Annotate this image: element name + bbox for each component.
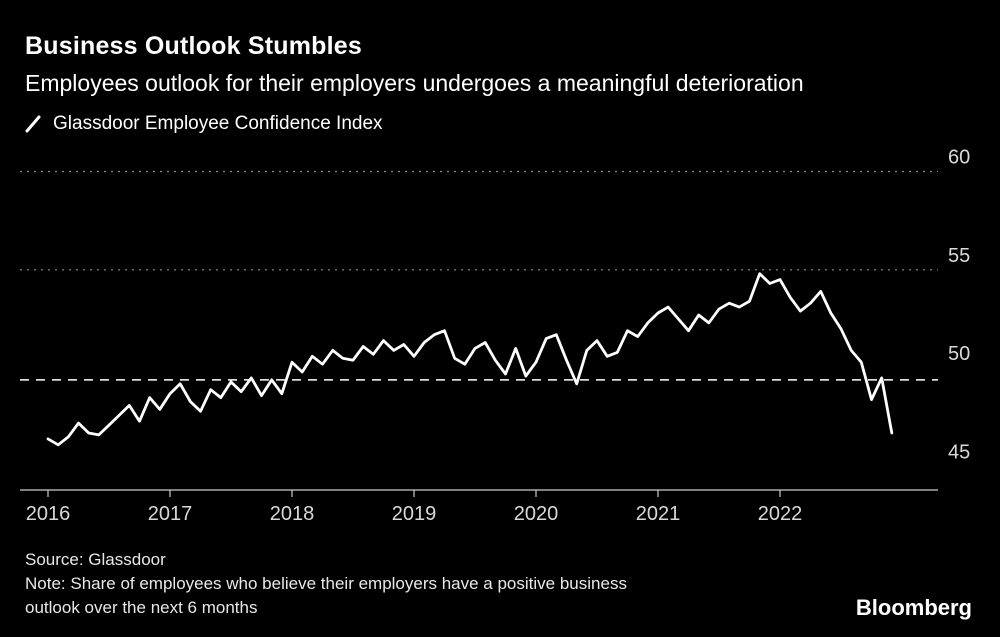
bloomberg-logo: Bloomberg [855, 595, 972, 620]
legend-label: Glassdoor Employee Confidence Index [53, 113, 383, 134]
svg-text:2022: 2022 [758, 503, 803, 525]
svg-text:45: 45 [948, 441, 970, 463]
chart-subtitle: Employees outlook for their employers un… [25, 70, 804, 96]
svg-text:2020: 2020 [514, 503, 559, 525]
note-text-line1: Note: Share of employees who believe the… [25, 574, 627, 593]
svg-text:60: 60 [948, 147, 970, 169]
legend: Glassdoor Employee Confidence Index [25, 113, 383, 135]
svg-text:55: 55 [948, 245, 970, 267]
svg-text:2016: 2016 [26, 503, 71, 525]
footer: Source: Glassdoor Note: Share of employe… [25, 548, 627, 620]
note-text-line2: outlook over the next 6 months [25, 598, 258, 617]
chart-title: Business Outlook Stumbles [25, 32, 363, 60]
svg-text:2021: 2021 [636, 503, 681, 525]
source-text: Source: Glassdoor [25, 550, 166, 569]
line-series-icon [25, 115, 43, 133]
svg-text:2018: 2018 [270, 503, 315, 525]
svg-text:50: 50 [948, 343, 970, 365]
svg-text:2017: 2017 [148, 503, 193, 525]
svg-text:2019: 2019 [392, 503, 437, 525]
